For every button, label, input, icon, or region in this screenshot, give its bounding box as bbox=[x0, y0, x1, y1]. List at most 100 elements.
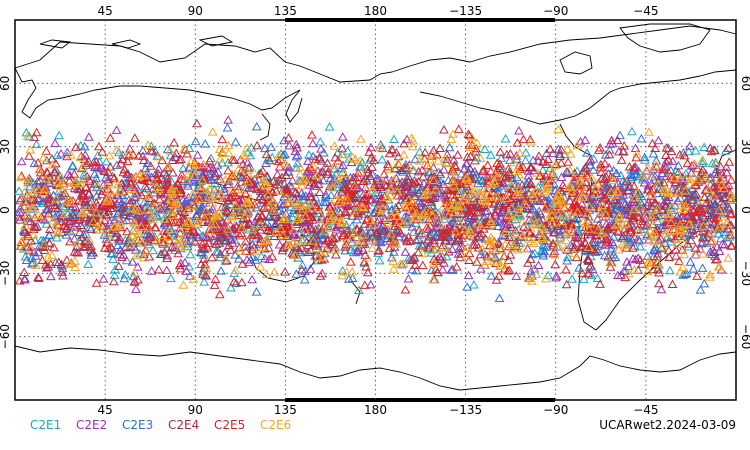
observation-triangle bbox=[611, 220, 621, 230]
observation-triangle bbox=[505, 194, 516, 203]
left-latitude-label: −60 bbox=[0, 324, 12, 349]
observation-triangle bbox=[120, 269, 131, 279]
observation-triangle bbox=[279, 135, 289, 145]
observation-triangle bbox=[399, 201, 410, 210]
observation-triangle bbox=[103, 206, 114, 215]
observation-triangle bbox=[392, 226, 402, 235]
observation-triangle bbox=[443, 226, 454, 235]
observation-triangle bbox=[249, 168, 259, 177]
observation-triangle bbox=[356, 236, 367, 245]
observation-triangle bbox=[596, 233, 607, 243]
observation-triangle bbox=[672, 239, 683, 248]
observation-triangle bbox=[691, 212, 701, 221]
observation-triangle bbox=[322, 235, 332, 244]
observation-triangle bbox=[358, 245, 369, 254]
right-latitude-label: −60 bbox=[739, 324, 750, 349]
observation-triangle bbox=[680, 200, 691, 210]
observation-triangle bbox=[333, 156, 344, 165]
observation-triangle bbox=[80, 150, 91, 159]
observation-triangle bbox=[229, 211, 239, 220]
observation-triangle bbox=[324, 202, 335, 211]
observation-triangle bbox=[442, 185, 452, 195]
observation-triangle bbox=[75, 227, 85, 237]
observation-triangle bbox=[399, 138, 409, 148]
observation-triangle bbox=[630, 254, 641, 264]
observation-triangle bbox=[215, 154, 226, 163]
observation-triangle bbox=[576, 243, 586, 252]
observation-triangle bbox=[386, 211, 397, 220]
observation-triangle bbox=[443, 236, 454, 246]
observation-triangle bbox=[723, 202, 733, 211]
observation-triangle bbox=[428, 149, 438, 158]
observation-triangle bbox=[131, 250, 142, 260]
observation-triangle bbox=[103, 243, 114, 253]
observation-triangle bbox=[440, 153, 451, 162]
observation-triangle bbox=[503, 255, 514, 265]
observation-triangle bbox=[614, 212, 624, 222]
observation-triangle bbox=[517, 180, 528, 189]
observation-triangle bbox=[127, 195, 137, 205]
observation-triangle bbox=[114, 232, 125, 242]
observation-triangle bbox=[544, 217, 555, 226]
observation-triangle bbox=[373, 204, 384, 213]
bottom-longitude-label: 135 bbox=[274, 403, 297, 417]
observation-triangle bbox=[356, 161, 366, 171]
observation-triangle bbox=[180, 215, 191, 224]
observation-triangle bbox=[41, 219, 52, 228]
observation-triangle bbox=[398, 258, 409, 268]
observation-triangle bbox=[240, 236, 251, 246]
observation-triangle bbox=[602, 222, 613, 232]
observation-triangle bbox=[525, 236, 536, 246]
observation-triangle bbox=[174, 155, 185, 164]
observation-triangle bbox=[218, 216, 228, 226]
observation-triangle bbox=[645, 216, 656, 225]
observation-triangle bbox=[352, 225, 362, 234]
observation-triangle bbox=[675, 266, 686, 276]
observation-triangle bbox=[209, 280, 220, 289]
observation-triangle bbox=[86, 224, 96, 233]
observation-triangle bbox=[443, 231, 454, 240]
observation-triangle bbox=[514, 170, 524, 179]
observation-triangle bbox=[469, 279, 479, 289]
observation-triangle bbox=[383, 159, 393, 169]
observation-triangle bbox=[476, 201, 487, 210]
left-latitude-label: −30 bbox=[0, 261, 12, 286]
observation-triangle bbox=[237, 195, 248, 204]
observation-triangle bbox=[283, 133, 294, 142]
observation-triangle bbox=[670, 233, 680, 243]
observation-triangle bbox=[162, 174, 173, 183]
observation-triangle bbox=[490, 207, 500, 217]
observation-triangle bbox=[713, 262, 724, 271]
observation-triangle bbox=[178, 176, 189, 185]
observation-triangle bbox=[165, 194, 176, 204]
observation-triangle bbox=[465, 213, 475, 222]
observation-triangle bbox=[723, 180, 734, 189]
observation-triangle bbox=[388, 185, 398, 194]
observation-triangle bbox=[698, 249, 708, 258]
observation-triangle bbox=[182, 225, 193, 234]
observation-triangle bbox=[479, 144, 490, 153]
observation-triangle bbox=[449, 160, 460, 170]
observation-triangle bbox=[493, 221, 504, 230]
observation-triangle bbox=[667, 201, 677, 211]
observation-triangle bbox=[304, 150, 314, 159]
observation-triangle bbox=[364, 147, 374, 156]
observation-triangle bbox=[501, 193, 512, 202]
observation-triangle bbox=[65, 258, 76, 267]
observation-triangle bbox=[247, 224, 258, 234]
observation-triangle bbox=[605, 262, 616, 271]
observation-triangle bbox=[447, 164, 458, 174]
observation-triangle bbox=[201, 263, 212, 273]
observation-triangle bbox=[347, 221, 358, 230]
observation-triangle bbox=[514, 184, 524, 193]
observation-triangle bbox=[32, 221, 43, 231]
observation-triangle bbox=[122, 156, 133, 166]
observation-triangle bbox=[368, 220, 378, 229]
observation-triangle bbox=[715, 161, 726, 171]
observation-triangle bbox=[355, 166, 366, 176]
observation-triangle bbox=[102, 193, 113, 202]
observation-triangle bbox=[541, 219, 552, 229]
observation-triangle bbox=[281, 170, 291, 179]
observation-triangle bbox=[532, 211, 543, 221]
top-longitude-label: −135 bbox=[449, 4, 482, 18]
